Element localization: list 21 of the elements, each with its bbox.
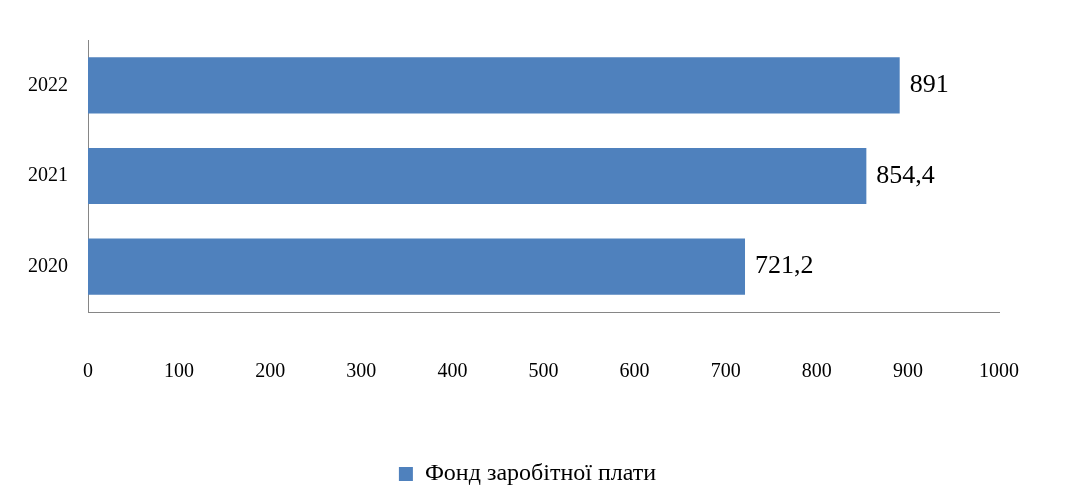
x-tick-label: 700 xyxy=(710,359,741,382)
x-tick-label: 0 xyxy=(83,359,93,382)
y-tick-label: 2021 xyxy=(28,163,68,186)
x-tick-label: 900 xyxy=(892,359,923,382)
x-tick-label: 100 xyxy=(164,359,195,382)
x-tick-label: 400 xyxy=(437,359,468,382)
x-tick-label: 300 xyxy=(346,359,377,382)
x-tick-label: 500 xyxy=(528,359,559,382)
bar xyxy=(88,238,746,295)
legend-label: Фонд заробітної плати xyxy=(424,459,657,486)
x-tick-label: 200 xyxy=(255,359,286,382)
x-tick-label: 1000 xyxy=(979,359,1019,382)
data-label: 721,2 xyxy=(755,250,814,280)
data-label: 854,4 xyxy=(876,159,935,189)
y-tick-label: 2022 xyxy=(28,72,68,95)
bar xyxy=(88,147,867,205)
x-tick-label: 600 xyxy=(619,359,650,382)
data-label: 891 xyxy=(909,69,949,99)
bar xyxy=(88,57,900,114)
y-tick-label: 2020 xyxy=(28,253,68,276)
x-tick-label: 800 xyxy=(801,359,832,382)
